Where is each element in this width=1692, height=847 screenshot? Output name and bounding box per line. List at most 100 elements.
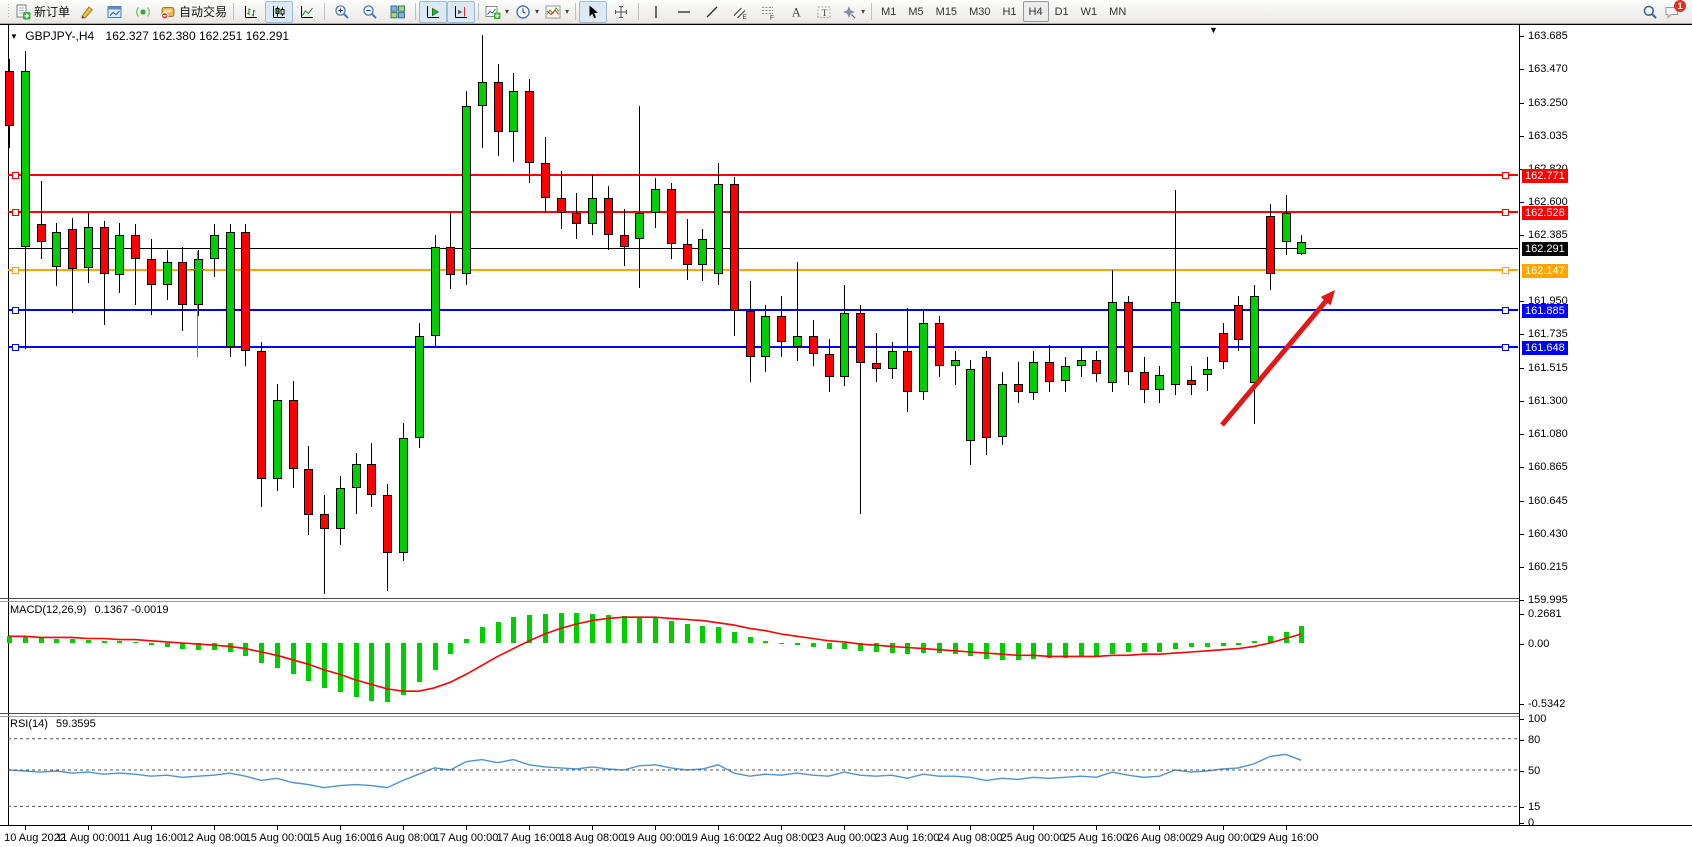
indicators-icon bbox=[545, 4, 561, 20]
indicators-list-button[interactable]: ▾ bbox=[542, 1, 572, 23]
line-handle[interactable] bbox=[1502, 344, 1509, 351]
tile-windows-button[interactable] bbox=[384, 1, 412, 23]
chevron-down-icon[interactable]: ▾ bbox=[505, 7, 510, 16]
trendline-button[interactable] bbox=[698, 1, 726, 23]
search-button[interactable] bbox=[1642, 4, 1658, 20]
text-button[interactable]: A bbox=[782, 1, 810, 23]
chart-dropdown-icon[interactable]: ▼ bbox=[10, 32, 18, 41]
line-handle[interactable] bbox=[1502, 209, 1509, 216]
timeframe-h4-button[interactable]: H4 bbox=[1022, 1, 1049, 22]
chat-button[interactable]: 1 bbox=[1664, 0, 1686, 20]
candle-bearish bbox=[683, 244, 692, 265]
timeframe-m5-button[interactable]: M5 bbox=[908, 5, 924, 18]
time-tick bbox=[907, 826, 908, 830]
fibonacci-button[interactable]: F bbox=[754, 1, 782, 23]
chevron-down-icon[interactable]: ▾ bbox=[861, 7, 866, 16]
scroll-to-end-marker[interactable]: ▼ bbox=[1209, 25, 1218, 35]
candle-bullish bbox=[1250, 296, 1259, 383]
zoom-in-button[interactable] bbox=[328, 1, 356, 23]
horizontal-line-button[interactable] bbox=[670, 1, 698, 23]
macd-rsi-separator[interactable] bbox=[0, 713, 1692, 714]
candle-wick bbox=[324, 495, 325, 594]
bar-chart-button[interactable] bbox=[237, 1, 265, 23]
line-handle[interactable] bbox=[12, 307, 19, 314]
auto-scroll-button[interactable] bbox=[419, 0, 448, 23]
horizontal-line-object[interactable] bbox=[8, 174, 1518, 176]
macd-histogram-bar bbox=[54, 639, 59, 643]
vertical-line-button[interactable] bbox=[642, 1, 670, 23]
macd-histogram-bar bbox=[1126, 643, 1131, 652]
macd-tick-label: 0.00 bbox=[1528, 638, 1550, 650]
horizontal-line-object[interactable] bbox=[8, 309, 1518, 311]
current-price-badge: 162.291 bbox=[1522, 242, 1568, 256]
macd-histogram-bar bbox=[338, 643, 343, 692]
equidistant-channel-button[interactable]: E bbox=[726, 1, 754, 23]
candle-bullish bbox=[840, 313, 849, 377]
time-tick-label: 15 Aug 16:00 bbox=[307, 832, 373, 844]
chart-shift-button[interactable] bbox=[447, 0, 476, 23]
styler-button[interactable] bbox=[73, 1, 101, 23]
cursor-button[interactable] bbox=[579, 0, 608, 23]
line-handle[interactable] bbox=[1502, 267, 1509, 274]
text-label-button[interactable]: T bbox=[810, 1, 838, 23]
timeframe-h1-button[interactable]: H1 bbox=[1002, 5, 1017, 18]
candle-bearish bbox=[525, 91, 534, 163]
timeframe-d1-button[interactable]: D1 bbox=[1054, 5, 1069, 18]
candle-bearish bbox=[777, 316, 786, 342]
line-handle[interactable] bbox=[12, 344, 19, 351]
candle-bullish bbox=[919, 323, 928, 392]
main-macd-separator[interactable] bbox=[0, 598, 1692, 599]
candle-bearish bbox=[257, 351, 266, 479]
toolbar-right-icons: 1 bbox=[1642, 0, 1688, 20]
chevron-down-icon[interactable]: ▾ bbox=[535, 7, 540, 16]
horizontal-line-object[interactable] bbox=[8, 269, 1518, 271]
zoom-out-button[interactable] bbox=[356, 1, 384, 23]
new-order-button[interactable]: 新订单 bbox=[12, 1, 73, 23]
crosshair-button[interactable] bbox=[607, 1, 635, 23]
line-handle[interactable] bbox=[12, 209, 19, 216]
candle-bullish bbox=[509, 91, 518, 132]
candle-bullish bbox=[1203, 369, 1212, 375]
chart-title: ▼ GBPJPY-,H4 162.327 162.380 162.251 162… bbox=[10, 29, 289, 43]
candle-bearish bbox=[100, 227, 109, 274]
line-handle[interactable] bbox=[1502, 172, 1509, 179]
macd-histogram-bar bbox=[622, 616, 627, 643]
autotrading-button[interactable]: 自动交易 bbox=[157, 1, 230, 23]
chevron-down-icon[interactable]: ▾ bbox=[565, 7, 570, 16]
line-handle[interactable] bbox=[12, 172, 19, 179]
hline-icon bbox=[676, 4, 692, 20]
timeframe-mn-button[interactable]: MN bbox=[1109, 5, 1127, 18]
candle-bullish bbox=[651, 189, 660, 213]
candle-wick bbox=[797, 262, 798, 361]
signals-button[interactable] bbox=[129, 1, 157, 23]
axis-tick bbox=[1520, 704, 1524, 705]
candle-bullish bbox=[1061, 366, 1070, 381]
timeframe-m15-button[interactable]: M15 bbox=[935, 5, 958, 18]
timeframe-m1-button[interactable]: M1 bbox=[881, 5, 897, 18]
candlestick-chart-button[interactable] bbox=[265, 0, 294, 23]
candle-bearish bbox=[1187, 380, 1196, 385]
line-handle[interactable] bbox=[1502, 307, 1509, 314]
arrows-button[interactable]: ▾ bbox=[838, 1, 868, 23]
time-tick-label: 24 Aug 08:00 bbox=[937, 832, 1003, 844]
chart-top-border bbox=[0, 24, 1692, 25]
timeframe-w1-button[interactable]: W1 bbox=[1080, 5, 1098, 18]
macd-histogram-bar bbox=[180, 643, 185, 649]
candle-wick bbox=[860, 305, 861, 514]
candle-bearish bbox=[1234, 305, 1243, 340]
profiles-button[interactable]: ▾ bbox=[512, 1, 542, 23]
axis-tick bbox=[1520, 136, 1524, 137]
candle-bullish bbox=[588, 198, 597, 224]
time-tick bbox=[1223, 826, 1224, 830]
candle-wick bbox=[955, 351, 956, 385]
chart-window-button[interactable] bbox=[101, 1, 129, 23]
timeframe-m30-button[interactable]: M30 bbox=[969, 5, 991, 18]
macd-histogram-bar bbox=[1299, 626, 1304, 643]
time-tick-label: 25 Aug 00:00 bbox=[1000, 832, 1066, 844]
new-chart-button[interactable]: ▾ bbox=[482, 1, 512, 23]
candle-bearish bbox=[147, 259, 156, 285]
macd-histogram-bar bbox=[637, 617, 642, 643]
line-chart-button[interactable] bbox=[293, 1, 321, 23]
horizontal-line-object[interactable] bbox=[8, 211, 1518, 213]
line-handle[interactable] bbox=[12, 267, 19, 274]
